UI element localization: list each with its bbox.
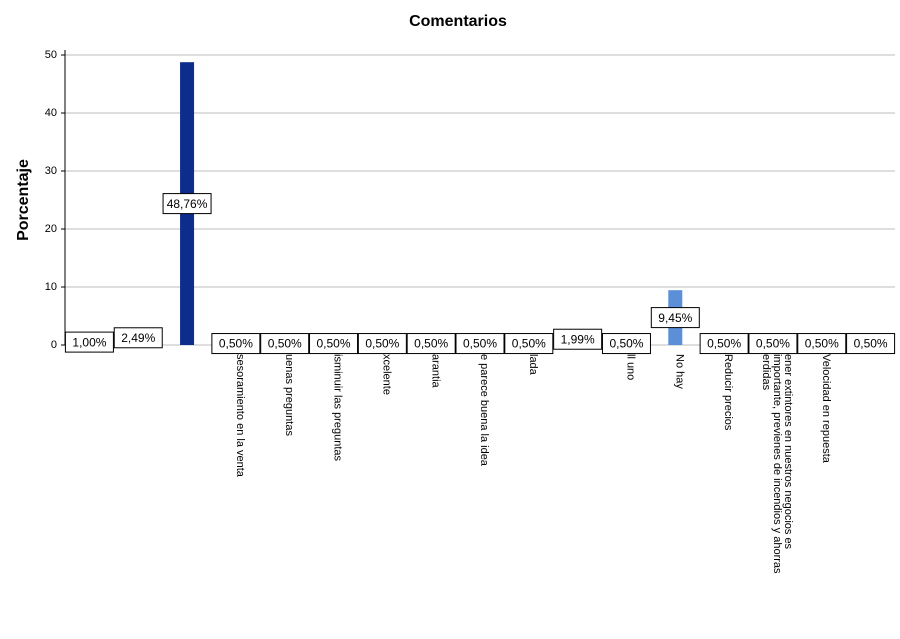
value-label-text: 0,50% [854, 337, 888, 351]
value-label-box [699, 333, 749, 355]
value-label: 2,49% [113, 327, 163, 349]
value-label-box [455, 333, 505, 355]
value-label: 0,50% [211, 333, 261, 355]
value-label: 0,50% [357, 333, 407, 355]
y-tick-label: 10 [45, 281, 57, 293]
y-tick-label: 50 [45, 49, 57, 61]
x-tick-label: ll uno [625, 354, 637, 380]
value-label-box [309, 333, 359, 355]
value-label-box [64, 331, 114, 353]
x-tick-label: uenas preguntas [283, 354, 295, 436]
value-label: 0,50% [260, 333, 310, 355]
value-label: 1,99% [553, 328, 603, 350]
value-label-box [357, 333, 407, 355]
value-label-text: 9,45% [658, 311, 692, 325]
y-tick-label: 40 [45, 107, 57, 119]
value-label-box [748, 333, 798, 355]
x-tick-label: Reducir precios [722, 354, 734, 431]
value-label-box [113, 327, 163, 349]
y-axis-label: Porcentaje [15, 159, 32, 241]
value-label-text: 0,50% [317, 337, 351, 351]
value-label-text: 0,50% [268, 337, 302, 351]
value-label: 0,50% [504, 333, 554, 355]
value-label-text: 0,50% [219, 337, 253, 351]
value-label: 1,00% [64, 331, 114, 353]
value-label-box [650, 307, 700, 329]
value-label-text: 0,50% [512, 337, 546, 351]
value-label-box [406, 333, 456, 355]
y-tick-label: 0 [51, 339, 57, 351]
value-label: 0,50% [748, 333, 798, 355]
value-label: 0,50% [406, 333, 456, 355]
value-label-box [553, 328, 603, 350]
value-label-box [601, 333, 651, 355]
value-label: 0,50% [699, 333, 749, 355]
x-tick-label: isminuir las preguntas [332, 354, 344, 461]
x-tick-label: xcelente [380, 354, 392, 395]
value-label-box [162, 193, 212, 215]
y-tick-label: 20 [45, 223, 57, 235]
value-label-text: 0,50% [805, 337, 839, 351]
x-tick-label: No hay [673, 354, 685, 389]
value-label-text: 0,50% [365, 337, 399, 351]
value-label: 0,50% [455, 333, 505, 355]
x-tick-label: lada [527, 354, 539, 376]
value-label-box [797, 333, 847, 355]
value-label-text: 1,00% [72, 335, 106, 349]
value-label: 0,50% [797, 333, 847, 355]
x-tick-label: sesoramiento en la venta [234, 354, 246, 478]
value-label-text: 0,50% [756, 337, 790, 351]
value-label-text: 1,99% [561, 332, 595, 346]
x-tick-label: e parece buena la idea [478, 354, 490, 467]
x-tick-label: Velocidad en repuesta [820, 354, 832, 464]
value-label-text: 2,49% [121, 331, 155, 345]
chart-title: Comentarios [409, 13, 507, 30]
x-tick-label: ener extintores en nuestros negocios esi… [760, 354, 794, 574]
value-label: 0,50% [309, 333, 359, 355]
value-label: 0,50% [601, 333, 651, 355]
value-label: 0,50% [846, 333, 896, 355]
value-label-text: 48,76% [167, 197, 208, 211]
value-label-text: 0,50% [463, 337, 497, 351]
value-label-box [211, 333, 261, 355]
value-label-text: 0,50% [707, 337, 741, 351]
value-label-box [846, 333, 896, 355]
value-label: 9,45% [650, 307, 700, 329]
value-label-text: 0,50% [414, 337, 448, 351]
value-label: 48,76% [162, 193, 212, 215]
value-label-text: 0,50% [609, 337, 643, 351]
x-tick-label: arantia [429, 354, 441, 389]
value-label-box [504, 333, 554, 355]
value-label-box [260, 333, 310, 355]
y-tick-label: 30 [45, 165, 57, 177]
